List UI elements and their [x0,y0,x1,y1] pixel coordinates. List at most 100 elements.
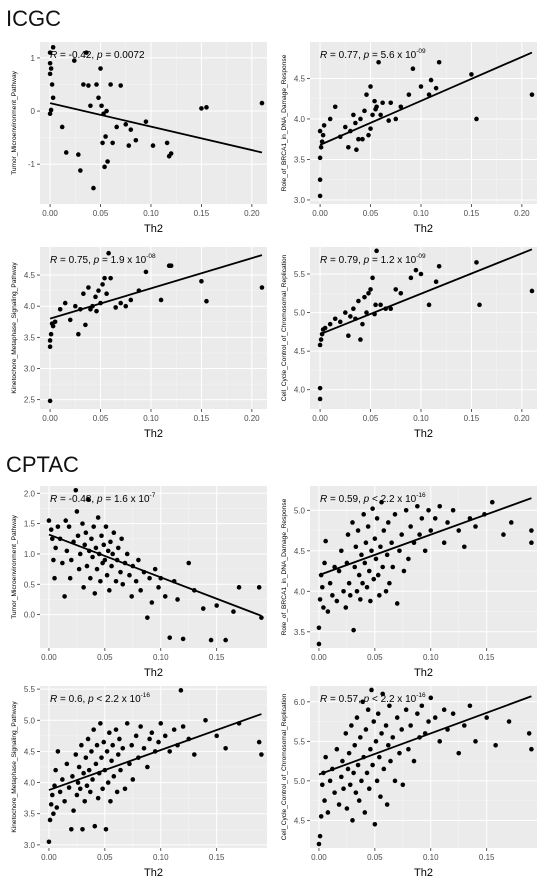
data-point [365,524,371,529]
regression-line [318,695,532,776]
data-point [388,306,394,312]
x-tick-label: 0.05 [363,414,379,423]
data-point [473,739,478,744]
x-tick-label: 0.10 [423,853,439,862]
data-point [104,572,110,578]
data-point [370,506,375,511]
data-point [59,124,65,130]
data-point [204,298,209,304]
data-point [358,116,363,122]
plot-background [40,42,267,204]
data-point [52,319,58,325]
regression-line [319,248,533,336]
data-point [456,528,462,533]
x-tick-label: 0.10 [143,209,159,218]
data-point [362,810,368,815]
data-point [141,746,147,751]
scatter-panel-icgc-brca1: 0.00 0.05 0.10 0.15 0.20 3.0 3.5 4.0 4.5 R = 0.77… [278,38,543,238]
data-point [168,263,174,268]
data-point [74,509,80,514]
data-point [392,778,398,784]
data-point [105,548,111,554]
data-point [364,310,369,315]
data-point [50,95,56,101]
data-point [351,627,356,633]
data-point [95,795,101,801]
data-point [369,687,374,693]
x-tick-label: 0.15 [464,209,480,218]
data-point [336,568,342,574]
data-point [94,82,99,87]
data-point [62,594,67,599]
data-point [356,136,361,142]
data-point [373,556,379,562]
data-point [109,563,114,569]
data-point [158,721,164,726]
data-point [89,536,94,542]
data-point [90,554,95,560]
plot-background [310,42,537,204]
data-point [411,758,417,764]
data-point [388,100,394,106]
data-point [445,520,450,525]
data-point [88,575,93,581]
data-point [158,297,164,303]
y-tick-label: 5.0 [24,716,36,725]
data-point [380,100,385,106]
data-point [462,723,467,728]
data-point [60,560,65,566]
data-point [375,572,381,578]
data-point [175,597,180,602]
data-point [379,731,384,736]
data-point [408,275,414,281]
data-point [346,750,352,756]
data-point [70,774,75,779]
x-tick-label: 0.10 [143,414,159,423]
y-tick-label: 4.5 [294,547,306,556]
y-tick-label: 4.0 [24,302,36,311]
data-point [236,585,242,590]
data-point [418,271,424,277]
x-tick-label: 0.20 [514,209,530,218]
data-point [93,545,99,551]
data-point [51,557,56,563]
data-point [355,762,361,768]
data-point [360,136,365,142]
data-point [362,294,367,300]
x-tick-label: 0.15 [464,414,480,423]
data-point [378,544,383,550]
x-tick-label: 0.20 [244,209,260,218]
data-point [91,727,96,732]
x-tick-label: 0.00 [41,653,57,662]
data-point [156,739,161,745]
data-point [105,780,111,785]
correlation-annotation: R = 0.75, p = 1.9 x 10-08 [50,253,156,266]
data-point [120,746,126,751]
section-title-icgc: ICGC [6,6,61,31]
y-tick-label: 0 [31,107,36,116]
correlation-annotation: R = 0.57, p < 2.2 x 10-16 [320,692,426,705]
data-point [214,603,219,608]
data-point [203,717,208,723]
data-point [100,786,105,792]
data-point [360,699,365,705]
x-tick-label: 0.20 [244,414,260,423]
data-point [345,766,351,772]
plot-background [310,486,537,648]
data-point [376,59,381,65]
x-tick-label: 0.15 [194,414,210,423]
data-point [103,524,109,529]
data-point [98,721,103,726]
data-point [432,516,438,521]
correlation-annotation: R = -0.42, p = 0.0072 [50,50,145,61]
plot-background [310,686,537,848]
data-point [325,810,331,815]
scatter-panel-icgc-tumor-microenvironment: 0.00 0.05 0.10 0.15 0.20 -1 0 1 R = -0.42, p = 0… [8,38,273,238]
data-point [118,300,124,306]
plot-background [310,247,537,409]
data-point [113,578,119,584]
data-point [393,287,399,292]
data-point [124,551,130,557]
y-tick-label: 2.5 [24,396,36,405]
data-point [373,739,379,744]
